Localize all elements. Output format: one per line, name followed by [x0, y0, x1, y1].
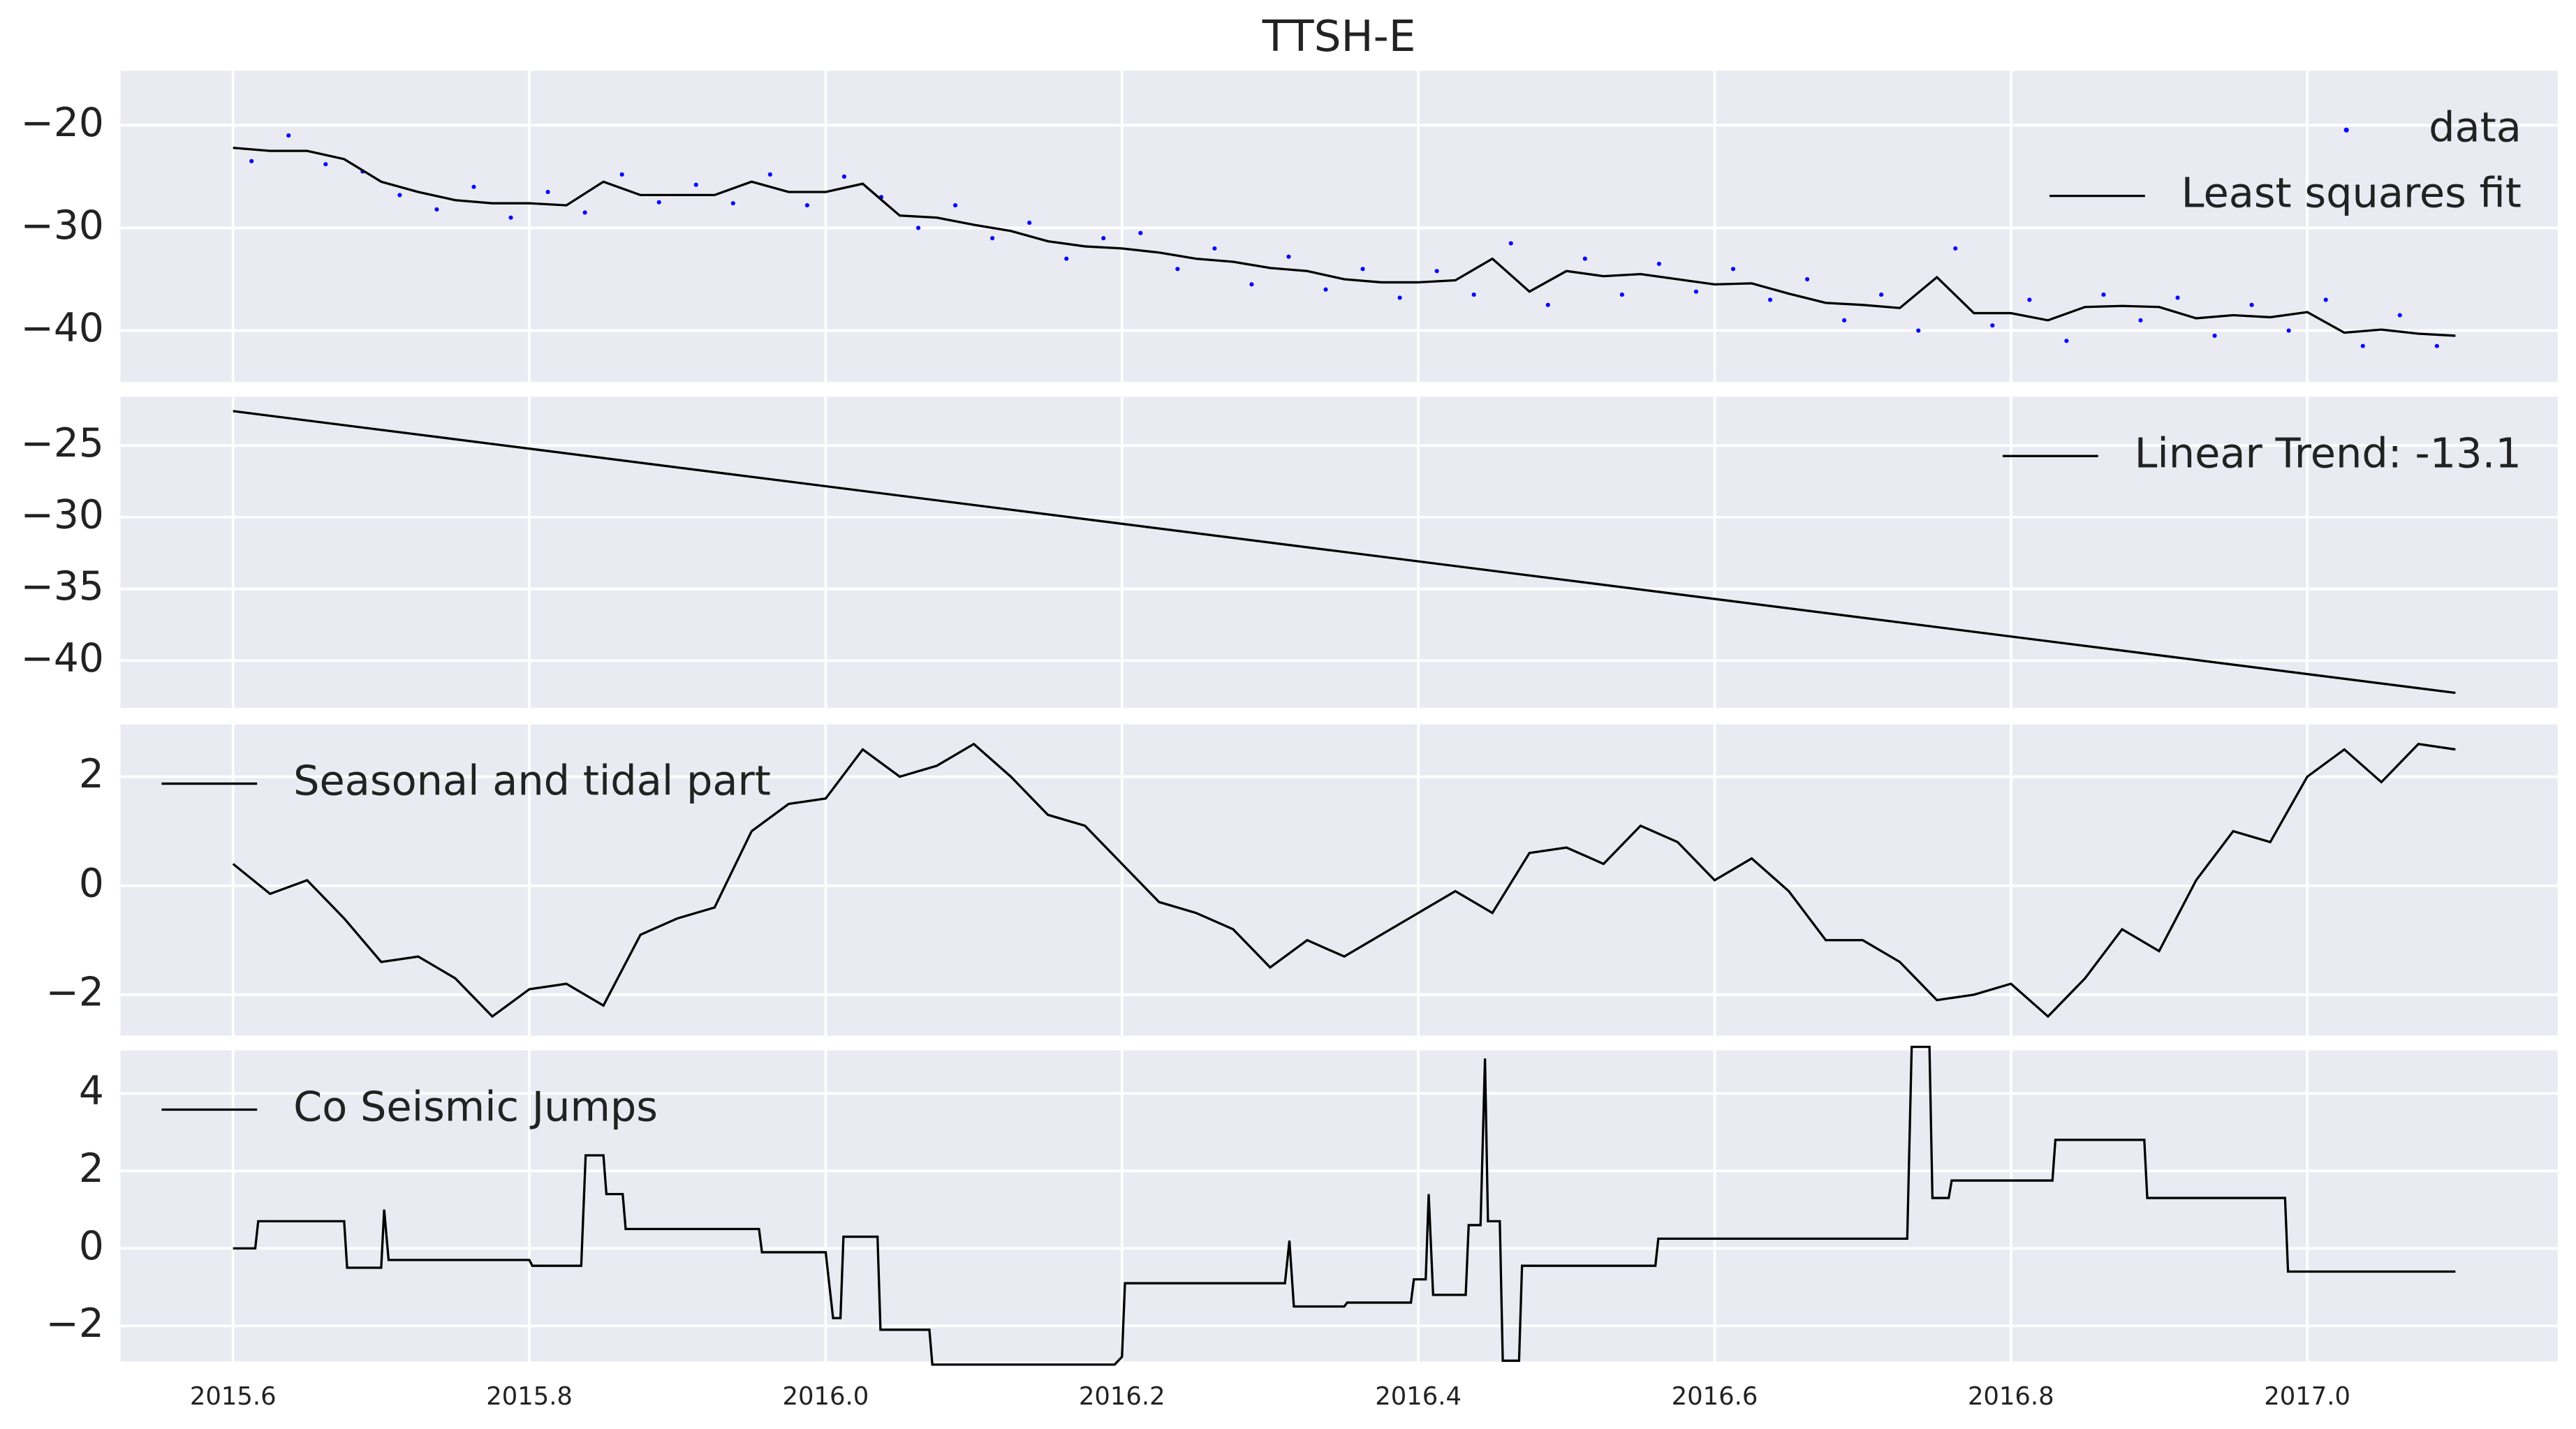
data-point: [1767, 297, 1773, 302]
data-point: [1545, 302, 1550, 307]
x-tick-label: 2016.4: [1375, 1382, 1462, 1411]
data-point: [1434, 269, 1439, 274]
data-point: [2323, 297, 2328, 302]
plot-area: [120, 71, 2558, 383]
series-line: [233, 410, 2456, 695]
data-point: [1916, 328, 1921, 333]
data-point: [2138, 318, 2143, 323]
data-point: [841, 174, 847, 179]
data-point: [1323, 287, 1328, 292]
y-tick-label: −40: [20, 305, 103, 351]
legend-label: Linear Trend: -13.1: [2135, 429, 2522, 477]
data-point: [767, 172, 772, 177]
data-point: [2286, 328, 2291, 333]
y-tick-label: −40: [20, 635, 103, 681]
x-tick-label: 2016.8: [1968, 1382, 2054, 1411]
data-point: [2064, 339, 2069, 343]
data-point: [1990, 323, 1995, 328]
plot-area: [120, 1050, 2558, 1362]
data-point: [1027, 221, 1032, 225]
data-point: [545, 189, 550, 195]
data-point: [508, 215, 513, 220]
y-tick-label: −2: [45, 969, 103, 1015]
data-point: [2027, 297, 2032, 302]
data-point: [953, 203, 958, 208]
data-point: [582, 210, 587, 215]
data-point: [1508, 241, 1513, 246]
data-point: [693, 182, 698, 187]
x-tick-label: 2016.0: [783, 1382, 869, 1411]
data-point: [990, 236, 995, 241]
data-point: [1360, 267, 1365, 272]
data-point: [2249, 302, 2254, 307]
x-tick-label: 2017.0: [2264, 1382, 2350, 1411]
legend-label: data: [2429, 103, 2522, 151]
y-tick-label: −30: [20, 492, 103, 538]
data-point: [249, 158, 254, 163]
series-line: [233, 147, 2456, 337]
data-point: [1138, 230, 1143, 235]
chart-title: TTSH-E: [1262, 12, 1416, 61]
data-point: [1953, 246, 1958, 251]
data-point: [397, 193, 402, 198]
y-tick-label: −35: [20, 563, 103, 609]
data-point: [2360, 343, 2365, 348]
data-point: [730, 201, 735, 206]
data-point: [1879, 293, 1884, 297]
series-line: [233, 1045, 2456, 1366]
data-point: [2397, 313, 2402, 318]
legend-marker: [2343, 127, 2349, 133]
legend-label: Co Seismic Jumps: [293, 1083, 658, 1131]
y-tick-label: −20: [20, 100, 103, 146]
data-point: [1805, 276, 1810, 282]
x-tick-label: 2015.8: [486, 1382, 573, 1411]
data-point: [1842, 318, 1847, 323]
data-point: [471, 184, 476, 189]
x-tick-label: 2016.2: [1079, 1382, 1165, 1411]
data-point: [804, 203, 809, 208]
series-line: [232, 742, 2456, 1019]
data-point: [1693, 289, 1699, 294]
data-point: [434, 207, 439, 212]
data-point: [1212, 246, 1217, 251]
data-point: [1249, 282, 1254, 287]
data-point: [656, 200, 661, 205]
data-point: [1286, 254, 1291, 259]
y-tick-label: −2: [45, 1301, 103, 1347]
y-tick-label: 0: [79, 860, 104, 906]
data-point: [915, 225, 921, 230]
y-tick-label: 2: [79, 1146, 104, 1192]
data-point: [1656, 261, 1661, 267]
data-point: [2101, 293, 2106, 297]
data-point: [619, 172, 624, 177]
data-point: [1064, 256, 1069, 261]
data-point: [1397, 295, 1402, 300]
y-tick-label: 2: [79, 751, 104, 797]
y-tick-label: −25: [20, 420, 103, 466]
data-point: [1175, 267, 1180, 272]
data-point: [2434, 343, 2439, 348]
y-tick-label: 0: [79, 1223, 104, 1269]
y-tick-label: 4: [79, 1068, 104, 1114]
legend-label: Least squares fit: [2181, 169, 2522, 217]
data-point: [2212, 333, 2217, 338]
data-point: [2175, 295, 2180, 300]
data-point: [286, 133, 291, 138]
data-point: [1471, 293, 1476, 297]
data-point: [1582, 256, 1587, 261]
data-point: [1619, 293, 1624, 297]
x-tick-label: 2016.6: [1672, 1382, 1758, 1411]
x-tick-label: 2015.6: [190, 1382, 277, 1411]
data-point: [1730, 267, 1736, 272]
data-point: [1101, 236, 1106, 241]
legend-label: Seasonal and tidal part: [293, 757, 771, 805]
data-point: [323, 162, 328, 167]
y-tick-label: −30: [20, 202, 103, 249]
